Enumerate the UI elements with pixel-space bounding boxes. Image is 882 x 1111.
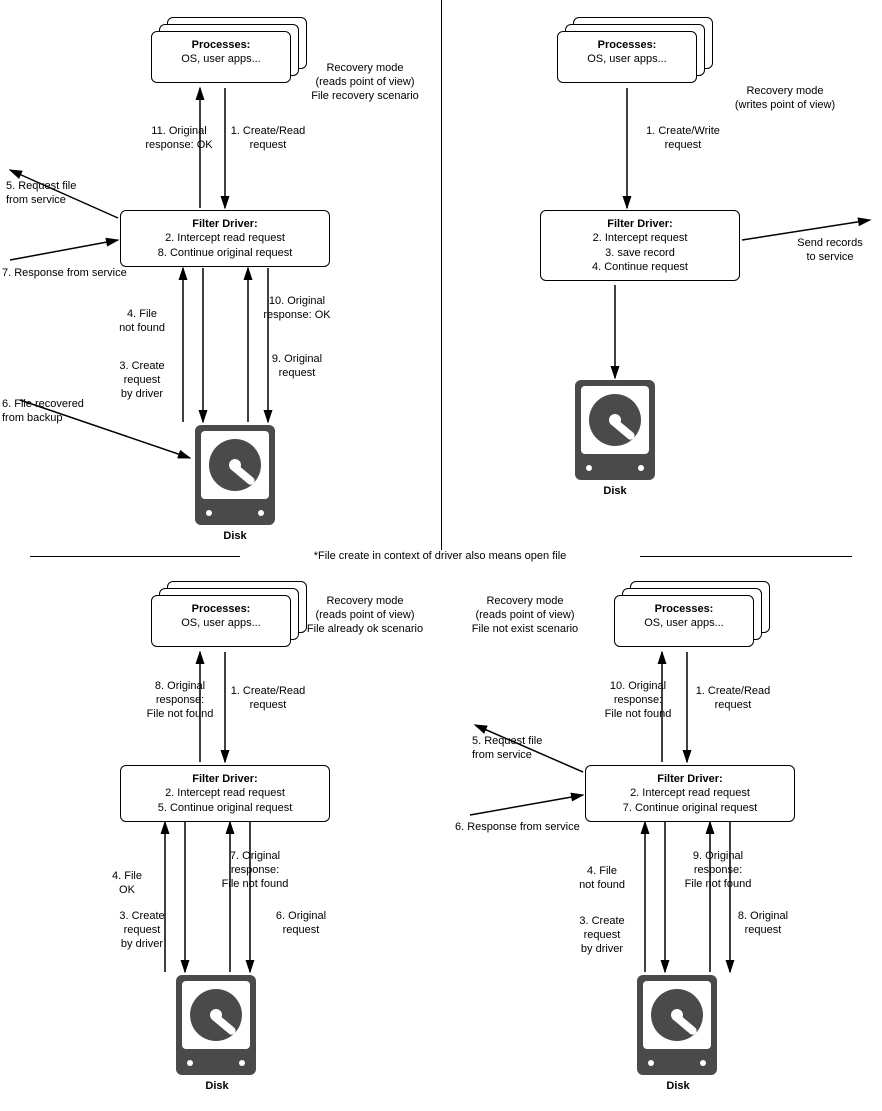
filter-title: Filter Driver: <box>192 218 257 230</box>
processes-sub: OS, user apps... <box>181 617 260 629</box>
q4-filter: Filter Driver: 2. Intercept read request… <box>585 765 795 822</box>
q1-l-recovered: 6. File recovered from backup <box>2 398 92 426</box>
processes-title: Processes: <box>192 603 251 615</box>
q2-disk-label: Disk <box>590 485 640 497</box>
q2-title: Recovery mode (writes point of view) <box>720 85 850 113</box>
vertical-divider <box>441 0 442 555</box>
q4-filter-lines: 2. Intercept read request 7. Continue or… <box>623 787 758 813</box>
q1-l-file-nf: 4. File not found <box>112 308 172 336</box>
q2-l-send-rec: Send records to service <box>790 237 870 265</box>
q1-l-orig-req: 9. Original request <box>262 353 332 381</box>
processes-sub: OS, user apps... <box>644 617 723 629</box>
q1-filter: Filter Driver: 2. Intercept read request… <box>120 210 330 267</box>
filter-title: Filter Driver: <box>657 773 722 785</box>
q2-processes: Processes: OS, user apps... <box>557 31 697 83</box>
q3-l-create-read: 1. Create/Read request <box>228 685 308 713</box>
q1-l-create-read: 1. Create/Read request <box>228 125 308 153</box>
q4-l-create-read: 1. Create/Read request <box>693 685 773 713</box>
q1-title: Recovery mode (reads point of view) File… <box>300 62 430 103</box>
q3-l-resp-nf: 8. Original response: File not found <box>140 680 220 721</box>
q3-l-create-drv: 3. Create request by driver <box>112 910 172 951</box>
footnote: *File create in context of driver also m… <box>240 550 640 562</box>
q3-l-orig-nf: 7. Original response: File not found <box>215 850 295 891</box>
q3-disk-label: Disk <box>192 1080 242 1092</box>
q3-filter-lines: 2. Intercept read request 5. Continue or… <box>158 787 293 813</box>
q4-l-orig-nf: 9. Original response: File not found <box>678 850 758 891</box>
q1-processes: Processes: OS, user apps... <box>151 31 291 83</box>
q4-l-resp-nf: 10. Original response: File not found <box>598 680 678 721</box>
q4-processes: Processes: OS, user apps... <box>614 595 754 647</box>
processes-title: Processes: <box>192 39 251 51</box>
q3-l-orig-req: 6. Original request <box>266 910 336 938</box>
q4-l-req-file: 5. Request file from service <box>472 735 557 763</box>
q1-l-resp-ok: 11. Original response: OK <box>144 125 214 153</box>
q3-title: Recovery mode (reads point of view) File… <box>300 595 430 636</box>
q1-filter-lines: 2. Intercept read request 8. Continue or… <box>158 232 293 258</box>
q1-l-orig-ok: 10. Original response: OK <box>262 295 332 323</box>
q1-disk-label: Disk <box>210 530 260 542</box>
q1-l-create-drv: 3. Create request by driver <box>112 360 172 401</box>
q3-filter: Filter Driver: 2. Intercept read request… <box>120 765 330 822</box>
filter-title: Filter Driver: <box>607 218 672 230</box>
q3-processes: Processes: OS, user apps... <box>151 595 291 647</box>
q4-l-create-drv: 3. Create request by driver <box>572 915 632 956</box>
q2-l-create-write: 1. Create/Write request <box>638 125 728 153</box>
q4-disk-label: Disk <box>653 1080 703 1092</box>
q2-filter: Filter Driver: 2. Intercept request 3. s… <box>540 210 740 281</box>
processes-sub: OS, user apps... <box>587 53 666 65</box>
processes-title: Processes: <box>598 39 657 51</box>
q1-l-resp-svc: 7. Response from service <box>2 267 132 281</box>
q4-title: Recovery mode (reads point of view) File… <box>460 595 590 636</box>
processes-title: Processes: <box>655 603 714 615</box>
q4-l-file-nf: 4. File not found <box>572 865 632 893</box>
q1-l-req-file: 5. Request file from service <box>6 180 91 208</box>
filter-title: Filter Driver: <box>192 773 257 785</box>
q4-l-resp-svc: 6. Response from service <box>455 821 585 835</box>
q3-l-file-ok: 4. File OK <box>102 870 152 898</box>
processes-sub: OS, user apps... <box>181 53 260 65</box>
q2-filter-lines: 2. Intercept request 3. save record 4. C… <box>592 232 688 273</box>
q4-l-orig-req: 8. Original request <box>728 910 798 938</box>
